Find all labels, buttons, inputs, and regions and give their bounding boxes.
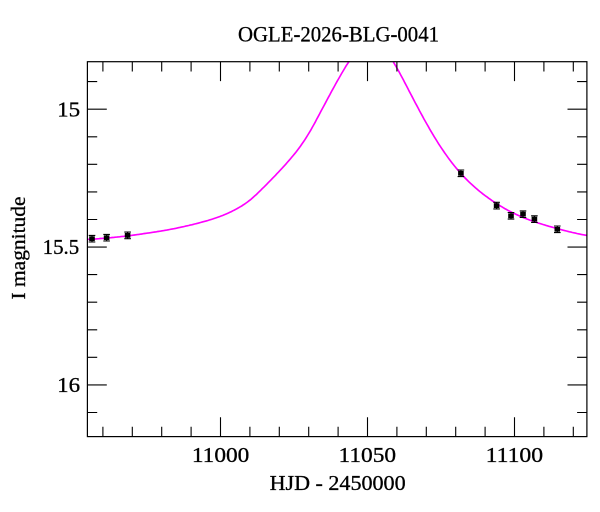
svg-text:OGLE-2026-BLG-0041: OGLE-2026-BLG-0041 bbox=[238, 21, 439, 46]
svg-text:15: 15 bbox=[57, 97, 80, 121]
svg-text:HJD - 2450000: HJD - 2450000 bbox=[270, 471, 406, 495]
svg-text:11050: 11050 bbox=[339, 443, 397, 467]
svg-text:I magnitude: I magnitude bbox=[8, 196, 30, 299]
svg-text:15.5: 15.5 bbox=[43, 235, 80, 259]
svg-text:16: 16 bbox=[57, 373, 80, 397]
svg-text:11100: 11100 bbox=[486, 443, 544, 467]
svg-text:11000: 11000 bbox=[192, 443, 250, 467]
